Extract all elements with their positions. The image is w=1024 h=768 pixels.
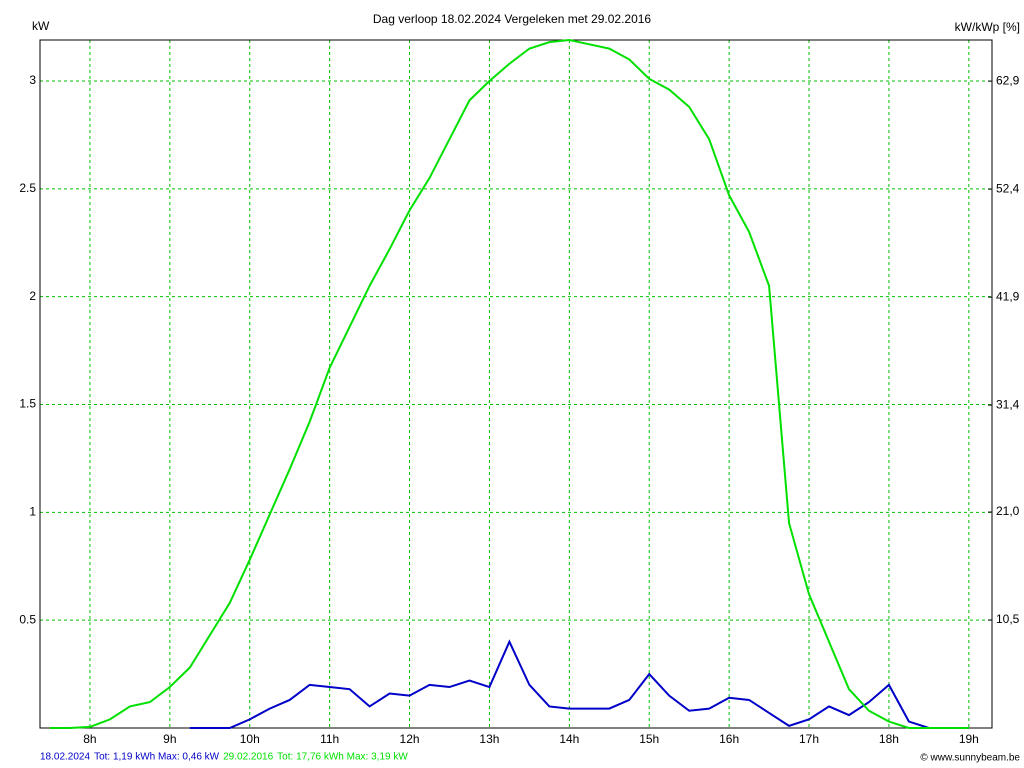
chart-title: Dag verloop 18.02.2024 Vergeleken met 29… bbox=[373, 12, 652, 26]
y-tick-label: 2 bbox=[29, 289, 36, 303]
x-tick-label: 13h bbox=[479, 732, 499, 746]
x-tick-label: 14h bbox=[559, 732, 579, 746]
plot-frame bbox=[39, 39, 993, 729]
legend-summary: Tot: 17,76 kWh Max: 3,19 kW bbox=[277, 752, 408, 763]
y2-tick-label: 31,4 bbox=[996, 397, 1020, 411]
y2-tick-label: 62,9 bbox=[996, 73, 1020, 87]
y-tick-label: 2.5 bbox=[19, 181, 36, 195]
y2-tick-label: 52,4 bbox=[996, 181, 1020, 195]
x-tick-label: 17h bbox=[799, 732, 819, 746]
y-tick-label: 1 bbox=[29, 504, 36, 518]
y2-tick-label: 41,9 bbox=[996, 289, 1020, 303]
x-tick-label: 12h bbox=[400, 732, 420, 746]
legend-summary: Tot: 1,19 kWh Max: 0,46 kW bbox=[94, 752, 220, 763]
series-line bbox=[189, 639, 969, 729]
footer: © www.sunnybeam.be bbox=[920, 753, 1020, 764]
y2-axis-label: kW/kWp [%] bbox=[955, 20, 1020, 34]
x-tick-label: 9h bbox=[163, 732, 176, 746]
x-tick-label: 15h bbox=[639, 732, 659, 746]
y-tick-label: 3 bbox=[29, 73, 36, 87]
y-tick-label: 1.5 bbox=[19, 397, 36, 411]
series-line bbox=[49, 38, 969, 729]
x-tick-label: 16h bbox=[719, 732, 739, 746]
y2-tick-label: 10,5 bbox=[996, 612, 1020, 626]
y2-tick-label: 21,0 bbox=[996, 504, 1020, 518]
x-tick-label: 18h bbox=[879, 732, 899, 746]
legend-name: 18.02.2024 bbox=[40, 752, 90, 763]
legend-name: 29.02.2016 bbox=[223, 752, 273, 763]
x-tick-label: 11h bbox=[320, 732, 339, 746]
x-tick-label: 19h bbox=[959, 732, 979, 746]
y-axis-label: kW bbox=[32, 19, 50, 33]
x-tick-label: 10h bbox=[240, 732, 260, 746]
x-tick-label: 8h bbox=[83, 732, 96, 746]
y-tick-label: 0.5 bbox=[19, 612, 36, 626]
